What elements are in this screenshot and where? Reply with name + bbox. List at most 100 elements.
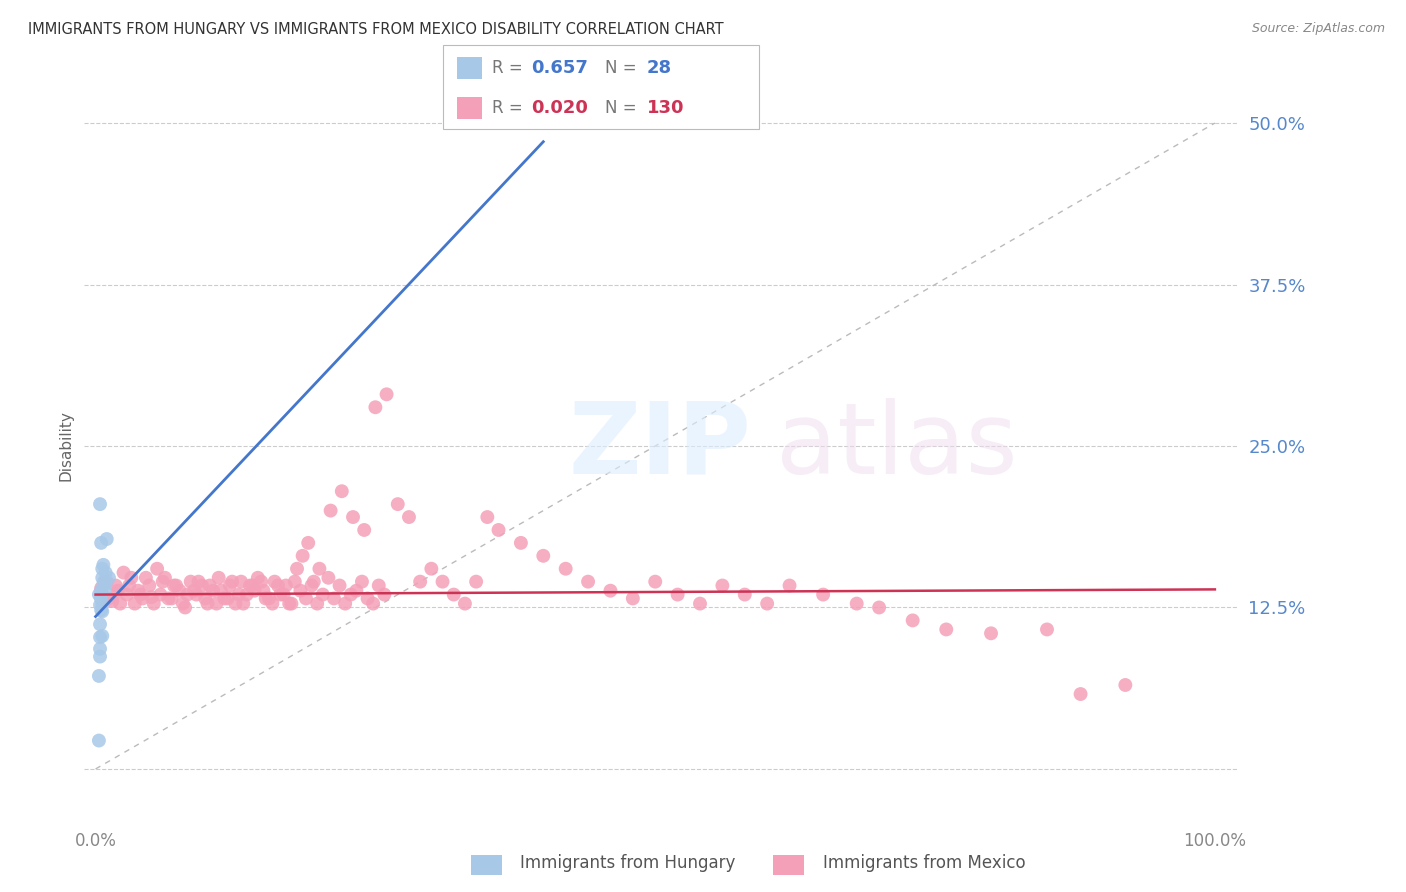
Point xyxy=(868,600,890,615)
Point xyxy=(301,578,323,592)
Point xyxy=(229,574,252,589)
Point xyxy=(93,577,115,591)
Point xyxy=(90,591,112,606)
Point xyxy=(257,591,280,606)
Point xyxy=(90,583,112,598)
Point xyxy=(224,597,246,611)
Point xyxy=(93,574,115,589)
Point xyxy=(280,597,302,611)
Point xyxy=(96,532,118,546)
Point xyxy=(91,571,114,585)
Point xyxy=(323,591,346,606)
Point xyxy=(107,583,129,598)
Point xyxy=(129,588,152,602)
Text: 0.657: 0.657 xyxy=(531,60,588,78)
Point xyxy=(90,590,112,604)
Point xyxy=(350,574,373,589)
Point xyxy=(373,588,395,602)
Point xyxy=(104,578,127,592)
Point xyxy=(465,574,488,589)
Point xyxy=(157,591,180,606)
Point xyxy=(228,588,250,602)
Point xyxy=(307,597,329,611)
Point xyxy=(89,617,111,632)
Point xyxy=(356,591,378,606)
Point xyxy=(284,574,307,589)
Point xyxy=(302,574,325,589)
Point xyxy=(1070,687,1092,701)
Text: Immigrants from Mexico: Immigrants from Mexico xyxy=(823,855,1025,872)
Point xyxy=(165,578,187,592)
Point xyxy=(364,401,387,415)
Point xyxy=(112,566,135,580)
Point xyxy=(367,578,389,592)
Point xyxy=(239,578,262,592)
Point xyxy=(297,536,319,550)
Point xyxy=(180,574,202,589)
Point xyxy=(811,588,834,602)
Point xyxy=(319,503,342,517)
Point xyxy=(845,597,868,611)
Point xyxy=(91,604,114,618)
Text: 0.020: 0.020 xyxy=(531,99,588,117)
Point xyxy=(89,649,111,664)
Point xyxy=(339,588,361,602)
Point xyxy=(183,583,205,598)
Point xyxy=(621,591,644,606)
Point xyxy=(576,574,599,589)
Point xyxy=(291,549,314,563)
Point xyxy=(235,588,257,602)
Point xyxy=(89,641,111,656)
Point xyxy=(87,669,110,683)
Point xyxy=(191,578,214,592)
Text: IMMIGRANTS FROM HUNGARY VS IMMIGRANTS FROM MEXICO DISABILITY CORRELATION CHART: IMMIGRANTS FROM HUNGARY VS IMMIGRANTS FR… xyxy=(28,22,724,37)
Point xyxy=(197,597,219,611)
Point xyxy=(93,558,115,572)
Point xyxy=(267,578,290,592)
Point xyxy=(135,571,157,585)
Point xyxy=(87,588,110,602)
Point xyxy=(94,566,117,580)
Point xyxy=(172,597,194,611)
Point xyxy=(443,588,465,602)
Point xyxy=(274,578,297,592)
Point xyxy=(96,574,118,589)
Point xyxy=(387,497,409,511)
Point xyxy=(98,591,121,606)
Point xyxy=(218,578,240,592)
Text: 130: 130 xyxy=(647,99,685,117)
Point xyxy=(217,591,239,606)
Point xyxy=(101,594,124,608)
Point xyxy=(163,578,186,592)
Point xyxy=(205,597,228,611)
Point xyxy=(318,571,340,585)
Point xyxy=(689,597,711,611)
Point xyxy=(329,578,352,592)
Point xyxy=(91,562,114,576)
Point xyxy=(91,597,114,611)
Point xyxy=(454,597,477,611)
Point xyxy=(90,536,112,550)
Point xyxy=(221,574,243,589)
Point xyxy=(254,591,277,606)
Point xyxy=(120,571,142,585)
Point xyxy=(554,562,576,576)
Point xyxy=(141,590,163,604)
Point xyxy=(124,597,146,611)
Point xyxy=(420,562,443,576)
Point xyxy=(208,571,231,585)
Point xyxy=(250,574,273,589)
Point xyxy=(87,733,110,747)
Point xyxy=(94,577,117,591)
Point xyxy=(90,583,112,598)
Point xyxy=(295,591,318,606)
Point xyxy=(89,497,111,511)
Point xyxy=(285,562,308,576)
Point xyxy=(90,581,112,595)
Point xyxy=(1036,623,1059,637)
Point xyxy=(160,591,183,606)
Point xyxy=(342,510,364,524)
Point xyxy=(375,387,398,401)
Point xyxy=(901,614,924,628)
Point xyxy=(90,603,112,617)
